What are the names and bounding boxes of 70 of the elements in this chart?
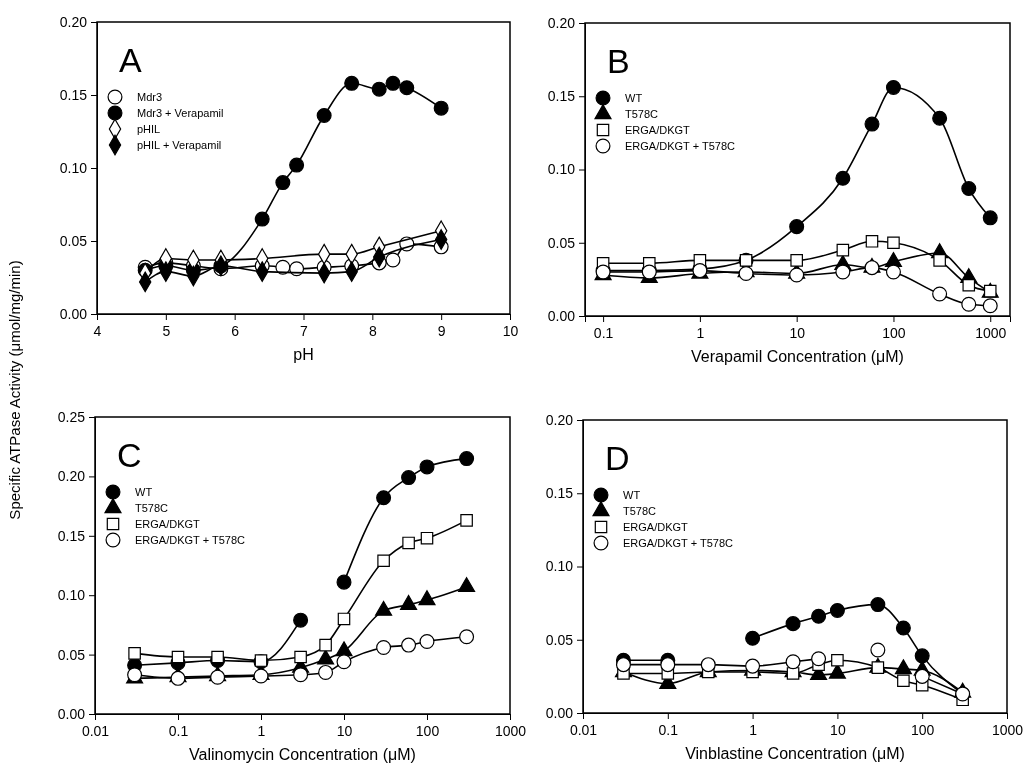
x-tick-label: 8 <box>368 322 377 339</box>
x-tick-label: 1 <box>749 721 758 738</box>
legend-label: WT <box>623 489 641 501</box>
x-tick-label: 1000 <box>975 324 1007 341</box>
x-axis-title: Vinblastine Concentration (μM) <box>685 745 905 762</box>
x-tick-label: 9 <box>437 322 446 339</box>
x-axis-title: Valinomycin Concentration (μM) <box>189 746 416 763</box>
y-axis-title: Specific ATPase Activity (μmol/mg/min) <box>6 260 23 520</box>
y-tick-label: 0.10 <box>547 161 576 178</box>
legend-label: ERGA/DKGT <box>623 521 689 533</box>
y-tick-label: 0.05 <box>59 232 88 249</box>
text: B <box>607 42 630 80</box>
y-tick-label: 0.05 <box>547 234 576 251</box>
x-tick-label: 0.01 <box>569 721 598 738</box>
y-tick-label: 0.10 <box>545 558 574 575</box>
x-tick-label: 6 <box>231 322 240 339</box>
x-tick-label: 1 <box>696 324 705 341</box>
x-tick-label: 10 <box>789 324 806 341</box>
y-tick-label: 0.15 <box>59 86 88 103</box>
x-tick-label: 10 <box>336 722 353 739</box>
y-tick-label: 0.10 <box>59 159 88 176</box>
legend-label: T578C <box>135 502 169 514</box>
x-tick-label: 5 <box>162 322 171 339</box>
y-tick-label: 0.00 <box>545 704 574 721</box>
y-tick-label: 0.00 <box>57 705 86 722</box>
y-tick-label: 0.05 <box>57 646 86 663</box>
x-tick-label: 100 <box>415 722 440 739</box>
legend-label: T578C <box>625 108 659 120</box>
y-tick-label: 0.20 <box>57 468 86 485</box>
y-tick-label: 0.20 <box>545 411 574 428</box>
x-tick-label: 1 <box>257 722 266 739</box>
x-tick-label: 10 <box>830 721 846 738</box>
y-tick-label: 0.15 <box>545 485 574 502</box>
y-tick-label: 0.20 <box>59 13 88 30</box>
y-tick-label: 0.05 <box>545 631 574 648</box>
x-tick-label: 1000 <box>991 721 1024 738</box>
x-tick-label: 10 <box>502 322 519 339</box>
legend-label: WT <box>625 92 643 104</box>
y-tick-label: 0.20 <box>547 14 576 31</box>
x-axis-title: pH <box>293 346 314 363</box>
x-tick-label: 0.01 <box>81 722 110 739</box>
legend-label: Mdr3 <box>137 91 163 103</box>
legend-label: pHIL <box>137 123 161 135</box>
x-tick-label: 100 <box>882 324 906 341</box>
text: C <box>117 436 142 474</box>
x-tick-label: 7 <box>300 322 309 339</box>
y-tick-label: 0.10 <box>57 587 86 604</box>
y-tick-label: 0.15 <box>57 527 86 544</box>
legend-label: ERGA/DKGT + T578C <box>135 534 245 546</box>
y-tick-label: 0.15 <box>547 88 576 105</box>
legend-label: ERGA/DKGT <box>135 518 201 530</box>
legend-label: Mdr3 + Verapamil <box>137 107 224 119</box>
text: A <box>119 41 142 79</box>
x-tick-label: 0.1 <box>593 324 614 341</box>
text: D <box>605 439 630 477</box>
x-tick-label: 4 <box>93 322 102 339</box>
x-tick-label: 1000 <box>494 722 527 739</box>
legend-label: ERGA/DKGT + T578C <box>623 537 733 549</box>
legend-label: WT <box>135 486 153 498</box>
x-tick-label: 0.1 <box>658 721 679 738</box>
legend-label: pHIL + Verapamil <box>137 139 222 151</box>
x-axis-title: Verapamil Concentration (μM) <box>691 348 904 365</box>
x-tick-label: 0.1 <box>168 722 189 739</box>
legend-label: T578C <box>623 505 657 517</box>
y-tick-label: 0.00 <box>59 305 88 322</box>
y-tick-label: 0.00 <box>547 307 576 324</box>
legend-label: ERGA/DKGT + T578C <box>625 140 735 152</box>
y-tick-label: 0.25 <box>57 408 86 425</box>
legend-label: ERGA/DKGT <box>625 124 691 136</box>
x-tick-label: 100 <box>911 721 935 738</box>
